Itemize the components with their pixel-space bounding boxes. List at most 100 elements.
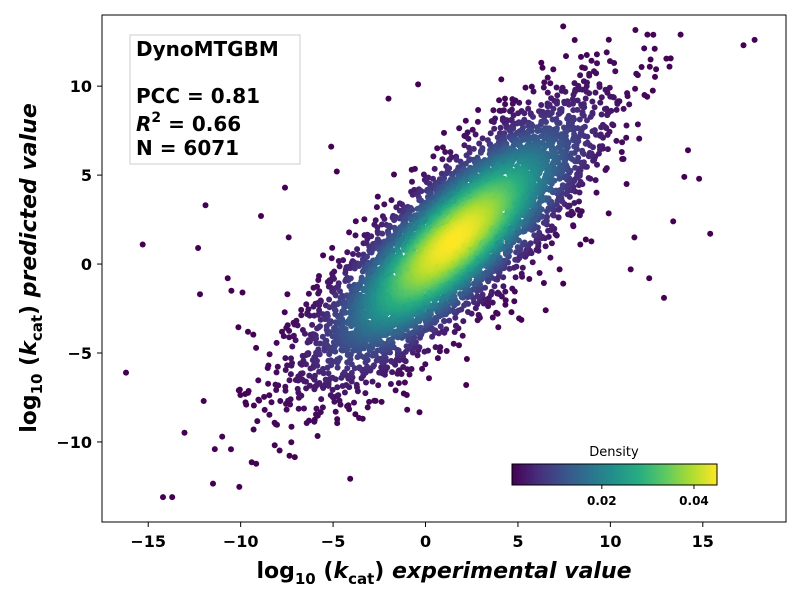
data-point [425, 174, 432, 181]
data-point [352, 232, 359, 239]
data-point [169, 494, 176, 501]
data-point [586, 72, 593, 79]
data-point [236, 386, 243, 393]
data-point [387, 381, 394, 387]
data-point [516, 315, 523, 322]
data-point [311, 416, 318, 423]
data-point [378, 398, 385, 405]
data-point [541, 79, 548, 86]
data-point [641, 45, 648, 52]
data-point [543, 119, 549, 125]
data-point [460, 318, 467, 325]
data-point [463, 382, 470, 388]
data-point [343, 382, 350, 388]
data-point [346, 229, 353, 236]
data-point [313, 335, 320, 342]
data-point [500, 107, 507, 114]
data-point [491, 125, 498, 132]
data-point [584, 117, 590, 124]
data-point [502, 301, 509, 308]
data-point [426, 375, 432, 382]
data-point [437, 323, 444, 330]
data-point [560, 23, 567, 30]
data-point [632, 27, 639, 33]
data-point [592, 89, 599, 96]
data-point [324, 313, 331, 320]
data-point [545, 205, 552, 212]
data-point [465, 309, 471, 315]
data-point [570, 107, 577, 114]
data-point [509, 100, 516, 107]
data-point [285, 234, 292, 241]
data-point [401, 379, 408, 386]
data-point [325, 370, 332, 377]
data-point [356, 415, 363, 421]
data-point [446, 317, 453, 324]
data-point [332, 292, 339, 299]
data-point [539, 64, 546, 71]
data-point [594, 60, 600, 67]
data-point [553, 84, 560, 91]
data-point [326, 296, 333, 303]
data-point [596, 143, 603, 150]
data-point [663, 55, 670, 62]
data-point [571, 37, 578, 43]
data-point [554, 100, 560, 107]
data-point [508, 309, 515, 316]
data-point [317, 409, 324, 416]
data-point [316, 351, 323, 358]
data-point [327, 318, 334, 325]
data-point [442, 149, 449, 155]
data-point [313, 411, 319, 418]
data-point [604, 131, 611, 138]
data-point [351, 399, 357, 406]
data-point [456, 342, 462, 349]
data-point [211, 446, 218, 453]
data-point [334, 364, 341, 371]
data-point [319, 404, 326, 411]
data-point [284, 291, 291, 298]
data-point [540, 280, 547, 286]
data-point [537, 195, 544, 202]
data-point [336, 263, 343, 270]
data-point [521, 110, 528, 117]
data-point [400, 364, 407, 370]
data-point [495, 289, 501, 296]
data-point [593, 189, 600, 196]
data-point [353, 381, 360, 388]
data-point [470, 145, 477, 152]
data-point [586, 149, 593, 156]
data-point [385, 337, 392, 344]
data-point [632, 85, 639, 92]
data-point [294, 322, 301, 329]
data-point [533, 236, 540, 243]
data-point [335, 392, 342, 399]
data-point [546, 112, 552, 118]
data-point [195, 245, 202, 251]
data-point [624, 93, 631, 100]
data-point [591, 104, 598, 111]
data-point [432, 344, 439, 351]
data-point [313, 405, 320, 412]
data-point [228, 287, 235, 294]
data-point [479, 135, 486, 142]
data-point [292, 337, 299, 344]
data-point [574, 171, 581, 178]
data-point [542, 307, 549, 314]
data-point [582, 140, 589, 147]
data-point [545, 227, 552, 234]
data-point [329, 244, 336, 251]
data-point [516, 99, 523, 106]
data-point [336, 397, 343, 404]
data-point [352, 218, 359, 225]
data-point [277, 398, 284, 404]
data-point [276, 447, 283, 454]
data-point [661, 294, 667, 301]
data-point [586, 90, 593, 97]
data-point [513, 249, 520, 256]
data-point [281, 309, 288, 316]
data-point [577, 178, 584, 185]
data-point [607, 93, 614, 100]
data-points [123, 23, 758, 501]
data-point [514, 244, 521, 251]
